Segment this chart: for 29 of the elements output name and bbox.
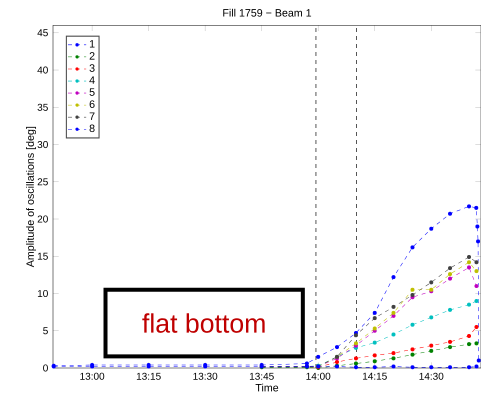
chart-title: Fill 1759 − Beam 1 xyxy=(223,8,312,17)
x-axis-title: Time xyxy=(256,384,278,392)
y-tick-label: 15 xyxy=(38,252,48,260)
y-tick-label: 35 xyxy=(38,104,48,111)
x-tick-label: 13:30 xyxy=(193,372,218,380)
y-tick-label: 10 xyxy=(38,290,48,298)
legend-label: 5 xyxy=(90,88,95,96)
x-tick-label: 13:45 xyxy=(250,372,274,380)
legend-label: 7 xyxy=(90,112,95,120)
y-axis-title: Amplitude of oscillations [deg] xyxy=(26,126,36,268)
legend-label: 1 xyxy=(90,40,95,48)
y-tick-label: 40 xyxy=(37,66,48,74)
y-tick-label: 45 xyxy=(37,29,48,36)
legend-label: 2 xyxy=(90,52,95,60)
legend-label: 4 xyxy=(89,76,95,84)
y-tick-label: 20 xyxy=(38,215,48,223)
y-tick-label: 30 xyxy=(38,140,48,148)
y-tick-label: 0 xyxy=(43,364,48,372)
x-tick-label: 13:00 xyxy=(80,372,104,380)
y-tick-label: 5 xyxy=(43,327,48,334)
annotation: flat bottom xyxy=(142,313,265,333)
x-tick-label: 14:15 xyxy=(362,372,387,380)
x-tick-label: 13:15 xyxy=(136,372,161,380)
x-tick-label: 14:30 xyxy=(420,372,444,380)
legend-label: 6 xyxy=(90,100,95,108)
x-tick-label: 14:00 xyxy=(306,372,330,380)
legend-label: 8 xyxy=(90,124,95,132)
legend-label: 3 xyxy=(90,64,95,72)
y-tick-label: 25 xyxy=(38,178,48,186)
